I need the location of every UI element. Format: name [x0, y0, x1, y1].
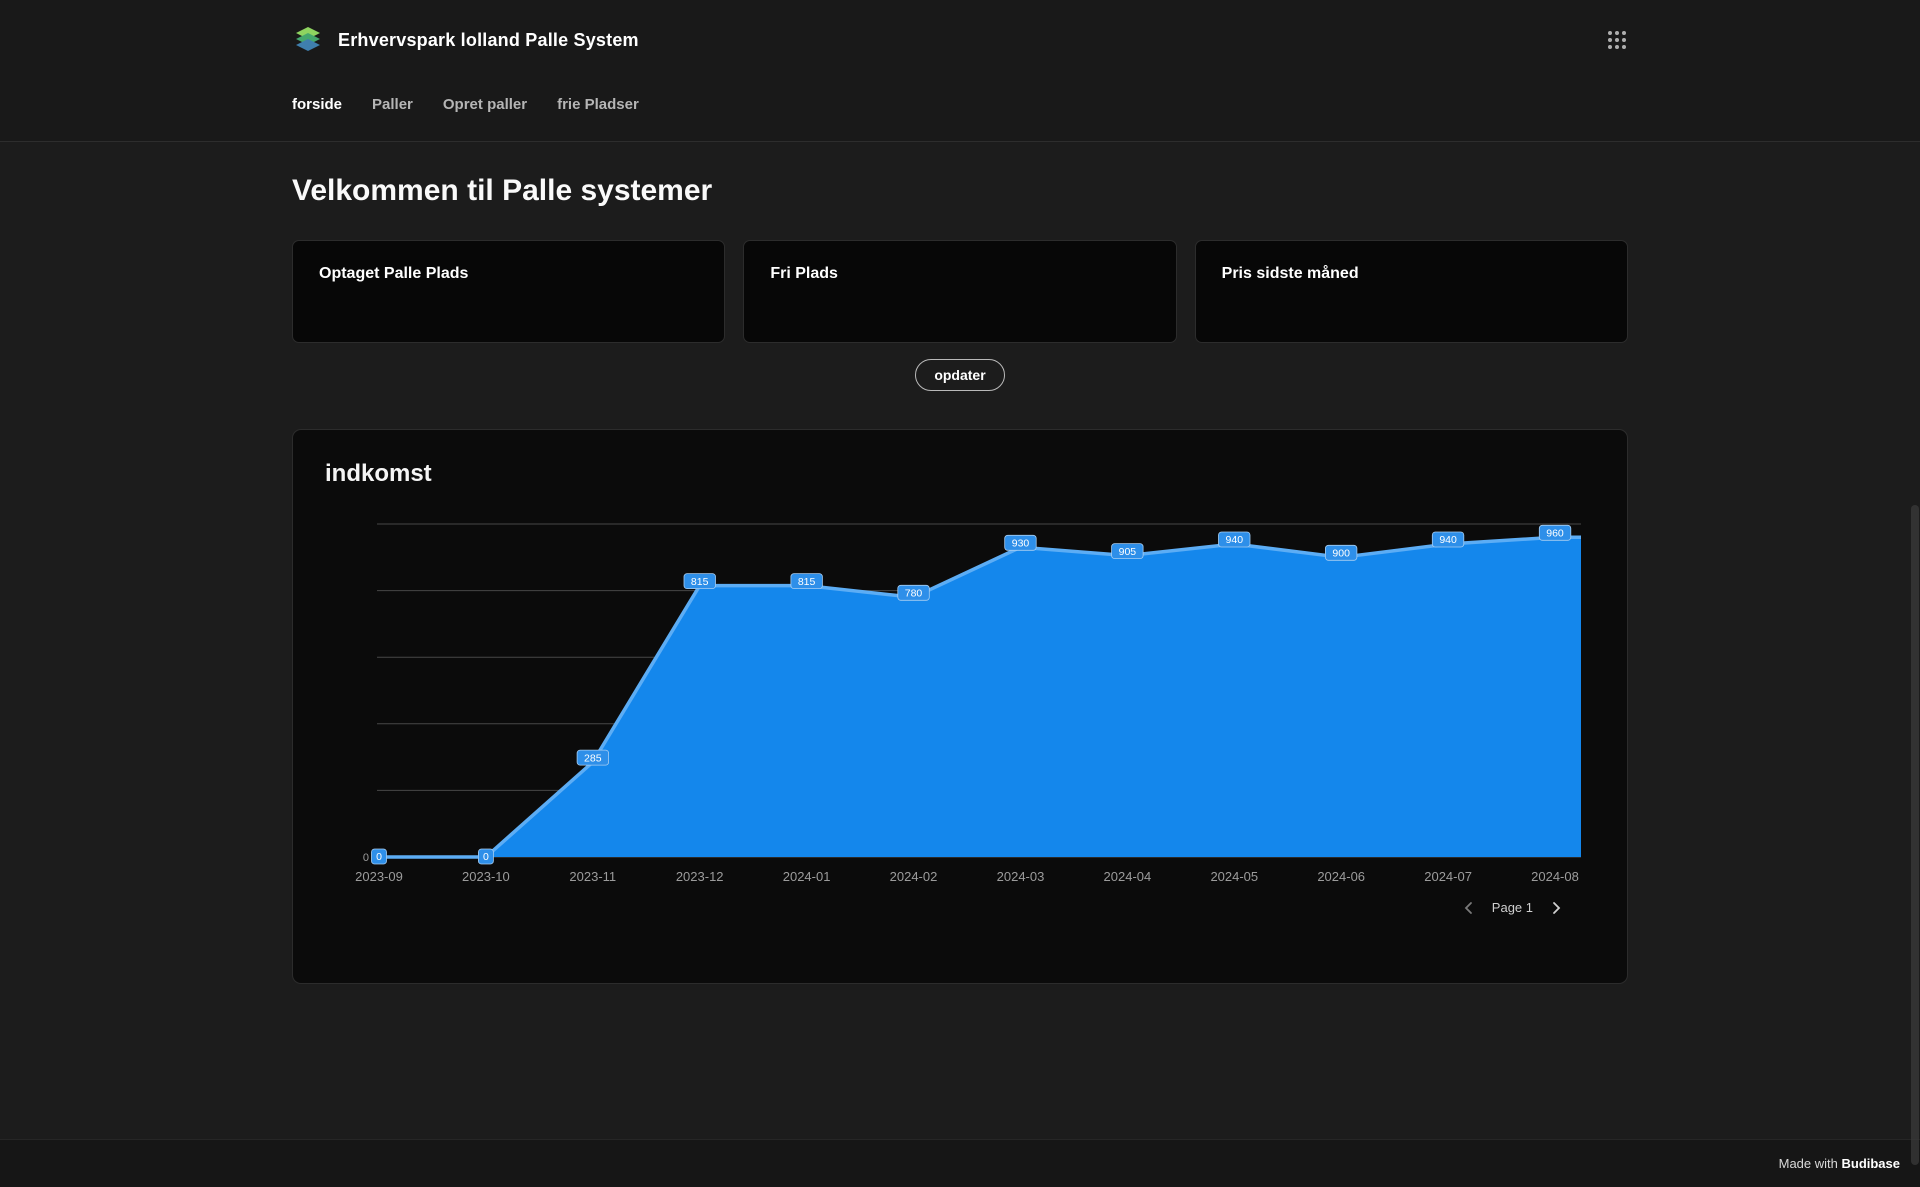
x-tick-label: 2023-11 — [569, 869, 616, 884]
svg-text:940: 940 — [1226, 534, 1244, 546]
svg-text:940: 940 — [1439, 534, 1457, 546]
y-axis-zero-label: 0 — [363, 852, 369, 864]
stat-card-title: Optaget Palle Plads — [319, 265, 698, 283]
nav-item-paller[interactable]: Paller — [372, 96, 413, 113]
svg-text:0: 0 — [483, 851, 489, 863]
svg-text:815: 815 — [691, 576, 709, 588]
chart-data-label: 900 — [1325, 545, 1357, 560]
made-with-budibase-link[interactable]: Made with Budibase — [1779, 1156, 1900, 1171]
chart-data-label: 0 — [372, 849, 387, 864]
page-footer: Made with Budibase — [0, 1139, 1920, 1187]
income-area-chart: 2023-09 2023-10 2023-11 2023-12 2024-01 2024-… — [325, 494, 1595, 894]
chart-data-label: 930 — [1005, 535, 1036, 550]
x-tick-label: 2024-07 — [1424, 869, 1472, 884]
stat-card-fri-plads: Fri Plads — [743, 240, 1176, 343]
app-page: Erhvervspark lolland Palle System forsid… — [0, 0, 1920, 1187]
chart-data-label: 815 — [791, 574, 823, 589]
x-tick-label: 2024-06 — [1317, 869, 1365, 884]
chart-data-label: 960 — [1539, 525, 1571, 540]
svg-text:780: 780 — [905, 588, 923, 600]
chart-title: indkomst — [325, 460, 1595, 488]
chart-data-label: 815 — [684, 574, 716, 589]
chart-data-label: 0 — [478, 849, 493, 864]
nav-item-opret-paller[interactable]: Opret paller — [443, 96, 527, 113]
nav-item-frie-pladser[interactable]: frie Pladser — [557, 96, 639, 113]
main-nav: forside Paller Opret paller frie Pladser — [292, 96, 1628, 123]
chart-pagination: Page 1 — [325, 900, 1595, 915]
stat-cards-row: Optaget Palle Plads Fri Plads Pris sidst… — [292, 240, 1628, 343]
chevron-left-icon[interactable] — [1462, 901, 1476, 915]
chart-data-label: 940 — [1219, 532, 1251, 547]
app-title: Erhvervspark lolland Palle System — [338, 30, 639, 51]
svg-text:905: 905 — [1119, 546, 1137, 558]
nav-item-forside[interactable]: forside — [292, 96, 342, 113]
income-chart-card: indkomst 2023-092023-102023-112023-12202… — [292, 429, 1628, 984]
x-tick-label: 2024-05 — [1210, 869, 1258, 884]
chart-area — [379, 537, 1581, 857]
svg-text:285: 285 — [584, 752, 602, 764]
opdater-button[interactable]: opdater — [915, 359, 1004, 391]
svg-text:0: 0 — [376, 851, 382, 863]
svg-text:815: 815 — [798, 576, 816, 588]
svg-text:900: 900 — [1332, 548, 1350, 560]
x-tick-label: 2023-09 — [355, 869, 403, 884]
chart-data-label: 905 — [1112, 544, 1144, 559]
x-tick-label: 2024-08 — [1531, 869, 1579, 884]
svg-text:960: 960 — [1546, 528, 1564, 540]
stat-card-pris-sidste-maaned: Pris sidste måned — [1195, 240, 1628, 343]
chart-data-label: 940 — [1432, 532, 1464, 547]
app-header: Erhvervspark lolland Palle System forsid… — [0, 0, 1920, 142]
x-tick-label: 2024-02 — [890, 869, 938, 884]
svg-text:930: 930 — [1012, 538, 1030, 550]
scrollbar-thumb[interactable] — [1911, 505, 1919, 1165]
page-title: Velkommen til Palle systemer — [292, 174, 1628, 208]
main-content: Velkommen til Palle systemer Optaget Pal… — [292, 174, 1628, 984]
stat-card-title: Fri Plads — [770, 265, 1149, 283]
apps-grid-icon[interactable] — [1606, 29, 1628, 51]
x-tick-label: 2024-03 — [997, 869, 1045, 884]
x-tick-label: 2024-01 — [783, 869, 831, 884]
chevron-right-icon[interactable] — [1549, 901, 1563, 915]
scrollbar-track — [1910, 0, 1920, 1187]
page-indicator: Page 1 — [1492, 900, 1533, 915]
x-tick-label: 2023-12 — [676, 869, 724, 884]
x-tick-label: 2023-10 — [462, 869, 510, 884]
chart-data-label: 285 — [577, 750, 609, 765]
stat-card-optaget-palle-plads: Optaget Palle Plads — [292, 240, 725, 343]
stat-card-title: Pris sidste måned — [1222, 265, 1601, 283]
chart-data-label: 780 — [898, 585, 930, 600]
x-tick-label: 2024-04 — [1104, 869, 1152, 884]
app-logo-icon — [292, 24, 324, 56]
